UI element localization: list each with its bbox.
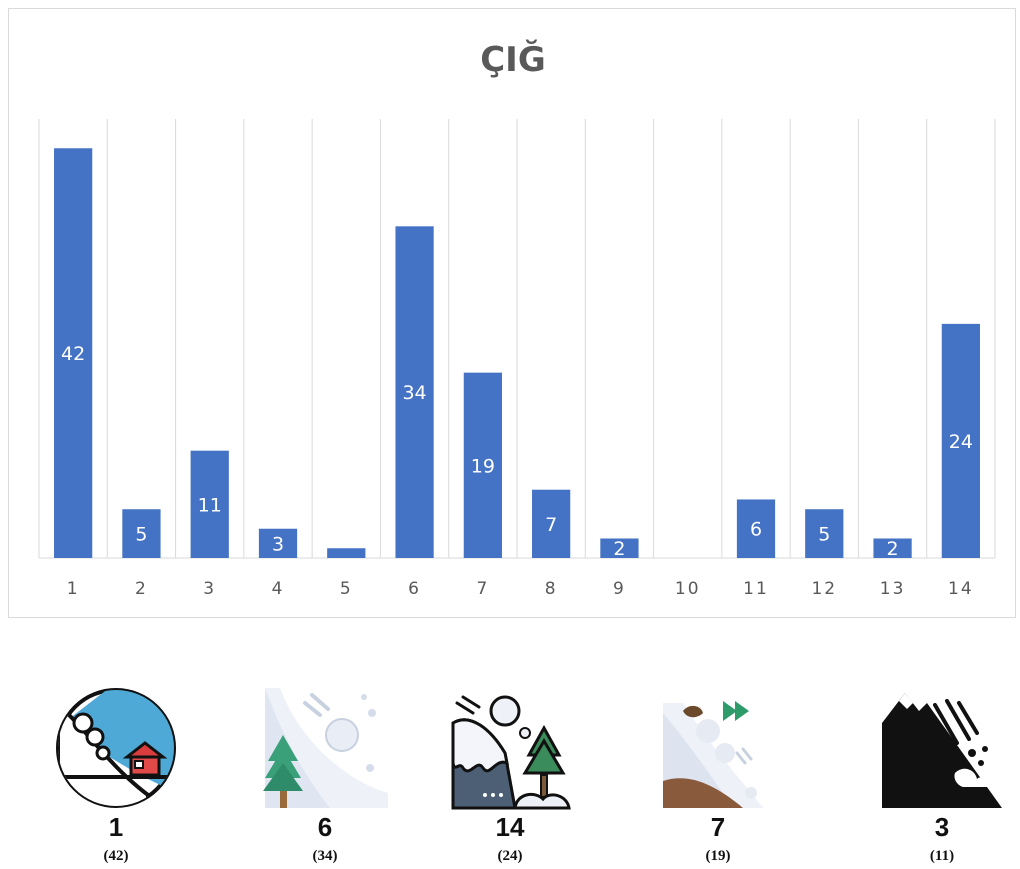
- bars: [54, 148, 980, 559]
- x-tick-6: 6: [408, 579, 421, 599]
- icon-rank-5: 3: [934, 812, 950, 842]
- bar-12: [805, 509, 844, 558]
- bar-13: [873, 538, 912, 558]
- data-label-7: 19: [471, 455, 495, 477]
- data-label-2: 5: [135, 524, 147, 546]
- x-tick-7: 7: [476, 579, 489, 599]
- x-tick-5: 5: [340, 579, 353, 599]
- bar-2: [122, 509, 161, 558]
- bar-8: [532, 489, 571, 558]
- data-label-8: 7: [545, 514, 557, 536]
- icon-rank-4: 7: [710, 812, 726, 842]
- x-tick-12: 12: [811, 579, 837, 599]
- icon-count-3: (24): [497, 848, 523, 864]
- data-label-1: 42: [61, 343, 85, 365]
- icon-count-5: (11): [929, 848, 955, 864]
- bar-6: [395, 226, 434, 559]
- x-axis-ticks: 1 2 3 4 5 6 7 8 9 10 11 12 13 14: [67, 579, 974, 599]
- landslide-arrow-icon: [663, 701, 763, 808]
- data-label-14: 24: [949, 431, 973, 453]
- x-tick-8: 8: [545, 579, 558, 599]
- avalanche-cliff-tree-icon: [451, 695, 571, 810]
- x-tick-2: 2: [135, 579, 148, 599]
- mountain-rockfall-icon: [882, 693, 1002, 808]
- x-tick-9: 9: [613, 579, 626, 599]
- icon-count-1: (42): [103, 848, 129, 864]
- x-tick-1: 1: [67, 579, 80, 599]
- grid-lines: [38, 119, 996, 559]
- bar-7: [463, 372, 502, 558]
- icon-rank-3: 14: [495, 812, 525, 842]
- data-label-3: 11: [198, 494, 222, 516]
- bar-9: [600, 538, 639, 558]
- data-label-6: 34: [402, 382, 426, 404]
- x-tick-11: 11: [743, 579, 769, 599]
- x-tick-13: 13: [880, 579, 906, 599]
- icon-card-3: 14 (24): [440, 683, 580, 865]
- bar-4: [258, 528, 298, 558]
- data-label-9: 2: [613, 538, 625, 560]
- snowball-slope-tree-icon: [263, 688, 388, 808]
- icon-card-1: 1 (42): [46, 683, 186, 865]
- icon-card-2: 6 (34): [255, 683, 395, 865]
- icon-rank-2: 6: [317, 812, 333, 842]
- chart-frame: ÇIĞ 42 5 11 3 34 19 7 2 6 5 2 24 1 2 3 4 5 6 7 8 9 10 11 12 13 1…: [8, 8, 1016, 618]
- bar-14: [941, 323, 980, 558]
- x-tick-4: 4: [272, 579, 285, 599]
- icon-card-4: 7 (19): [648, 683, 788, 865]
- data-label-13: 2: [887, 538, 899, 560]
- icon-card-5: 3 (11): [872, 683, 1012, 865]
- bar-5: [327, 548, 366, 558]
- avalanche-house-icon: [56, 688, 176, 808]
- bar-11: [736, 499, 776, 558]
- data-label-12: 5: [818, 524, 830, 546]
- x-tick-14: 14: [948, 579, 974, 599]
- icon-rank-1: 1: [108, 812, 124, 842]
- x-tick-3: 3: [203, 579, 216, 599]
- icon-count-4: (19): [705, 848, 731, 864]
- bar-3: [190, 450, 229, 558]
- bar-1: [54, 148, 93, 558]
- data-label-4: 3: [272, 533, 284, 555]
- chart-title: ÇIĞ: [480, 39, 546, 80]
- data-label-11: 6: [750, 519, 762, 541]
- icon-count-2: (34): [312, 848, 338, 864]
- data-labels: 42 5 11 3 34 19 7 2 6 5 2 24: [61, 343, 973, 560]
- x-tick-10: 10: [675, 579, 701, 599]
